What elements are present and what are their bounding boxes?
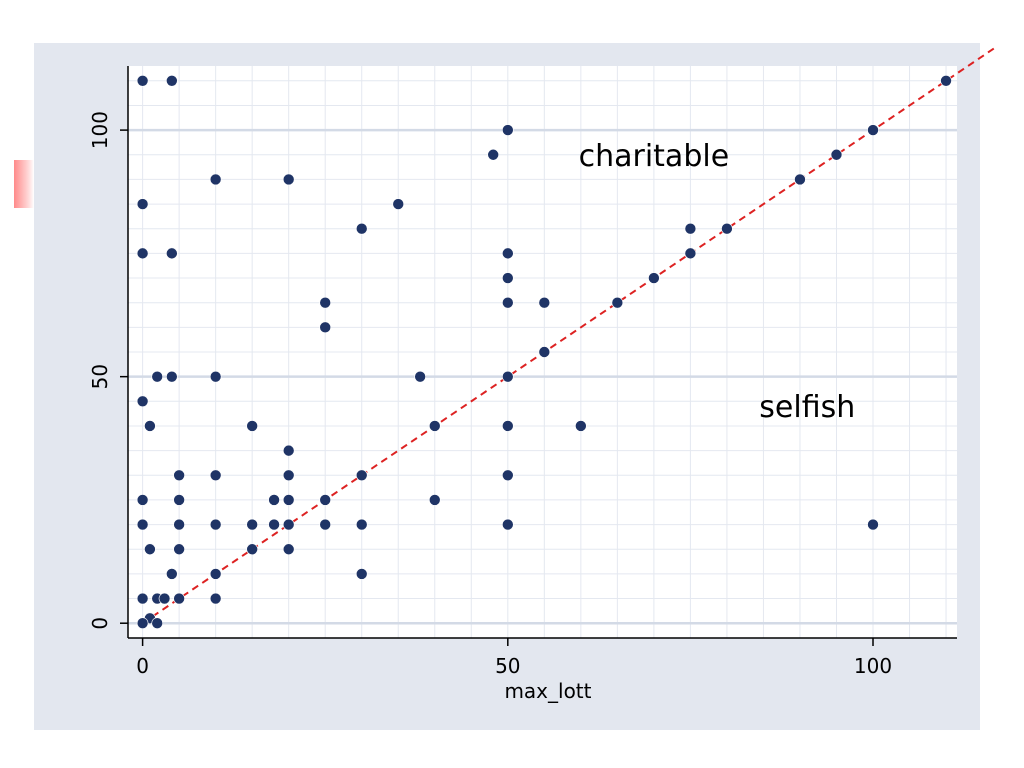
x-tick-label: 50 [495, 654, 520, 678]
data-point [282, 518, 295, 531]
data-point [144, 543, 156, 556]
data-point [144, 420, 156, 432]
data-point [173, 592, 185, 605]
data-point [282, 543, 295, 556]
data-point [282, 173, 295, 186]
data-point [136, 198, 149, 210]
data-point [355, 222, 368, 235]
data-point [209, 370, 222, 383]
data-point [136, 592, 149, 605]
data-point [136, 518, 149, 531]
data-point [136, 617, 149, 630]
y-tick-label: 100 [88, 111, 112, 149]
slide-accent-bar [14, 160, 34, 208]
x-axis-title: max_lott [504, 679, 591, 703]
data-point [502, 272, 514, 284]
gridlines [128, 66, 957, 638]
data-point [158, 592, 171, 605]
data-point [502, 124, 514, 136]
data-point [209, 592, 222, 605]
data-point [136, 247, 149, 260]
data-point [575, 420, 587, 432]
data-point [867, 518, 879, 531]
data-point [268, 518, 280, 531]
data-point [830, 148, 843, 161]
data-point [502, 469, 514, 482]
data-point [166, 568, 178, 580]
data-point [319, 321, 332, 334]
annotation-selfish: selfish [759, 390, 855, 425]
data-point [136, 494, 149, 506]
data-point [151, 617, 164, 630]
data-point [648, 272, 660, 284]
data-point [794, 173, 806, 186]
data-point [151, 370, 164, 383]
data-point [538, 346, 551, 358]
data-point [166, 370, 178, 383]
data-point [392, 198, 405, 210]
data-point [246, 543, 258, 556]
data-point [282, 494, 295, 506]
data-point [940, 74, 952, 87]
data-point [209, 518, 222, 531]
data-point [538, 296, 551, 309]
tick-labels: 0 50 100 0 50 100 [88, 111, 892, 678]
data-point [428, 494, 441, 506]
data-points [136, 74, 952, 630]
data-point [355, 518, 368, 531]
data-point [721, 222, 733, 235]
data-point [355, 568, 368, 580]
data-point [319, 518, 332, 531]
data-point [684, 247, 697, 260]
data-point [684, 222, 697, 235]
data-point [319, 494, 332, 506]
data-point [502, 296, 514, 309]
x-tick-label: 100 [854, 654, 892, 678]
x-tick-label: 0 [136, 654, 149, 678]
data-point [209, 469, 222, 482]
data-point [355, 469, 368, 482]
data-point [428, 420, 441, 432]
annotations: charitable selfish [579, 139, 856, 425]
data-point [502, 420, 514, 432]
data-point [209, 173, 222, 186]
annotation-charitable: charitable [579, 139, 730, 174]
data-point [136, 395, 149, 408]
data-point [611, 296, 624, 309]
data-point [173, 469, 185, 482]
data-point [502, 370, 514, 383]
data-point [867, 124, 879, 136]
data-point [173, 543, 185, 556]
data-point [166, 74, 178, 87]
data-point [246, 518, 258, 531]
data-point [246, 420, 258, 432]
data-point [173, 494, 185, 506]
data-point [487, 148, 499, 161]
data-point [502, 247, 514, 260]
data-point [282, 444, 295, 457]
data-point [209, 568, 222, 580]
data-point [268, 494, 280, 506]
data-point [136, 74, 149, 87]
data-point [173, 518, 185, 531]
y-tick-label: 50 [88, 364, 112, 389]
y-tick-label: 0 [88, 617, 112, 630]
data-point [319, 296, 332, 309]
data-point [166, 247, 178, 260]
data-point [282, 469, 295, 482]
data-point [414, 370, 426, 383]
data-point [502, 518, 514, 531]
axes [120, 66, 957, 646]
